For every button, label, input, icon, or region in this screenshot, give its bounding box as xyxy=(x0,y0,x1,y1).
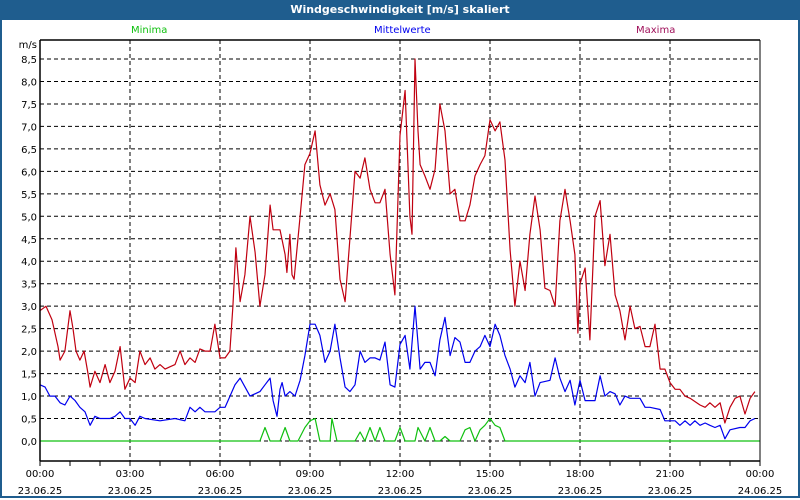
x-tick-time: 09:00 xyxy=(296,469,325,480)
y-tick-label: 8,5 xyxy=(21,55,37,66)
series-line-mittelwerte xyxy=(39,305,756,440)
y-tick-label: 4,0 xyxy=(21,257,37,268)
y-tick-label: 7,0 xyxy=(21,122,37,133)
x-tick-date: 23.06.25 xyxy=(198,486,243,497)
y-tick-label: 3,5 xyxy=(21,280,37,291)
x-tick-date: 24.06.25 xyxy=(738,486,783,497)
y-tick-label: 0,5 xyxy=(21,415,37,426)
y-tick-label: 5,0 xyxy=(21,212,37,223)
x-tick-date: 23.06.25 xyxy=(558,486,603,497)
y-tick-label: 7,5 xyxy=(21,100,37,111)
x-tick-date: 23.06.25 xyxy=(18,486,63,497)
window-title: Windgeschwindigkeit [m/s] skaliert xyxy=(0,0,800,20)
legend-minima: Minima xyxy=(131,25,168,36)
x-tick-time: 18:00 xyxy=(566,469,595,480)
y-tick-label: 4,5 xyxy=(21,235,37,246)
y-tick-label: 3,0 xyxy=(21,302,37,313)
series-line-minima xyxy=(40,417,760,442)
x-tick-time: 00:00 xyxy=(746,469,775,480)
y-tick-label: 8,0 xyxy=(21,77,37,88)
legend-mittelwerte: Mittelwerte xyxy=(374,25,431,36)
x-tick-date: 23.06.25 xyxy=(108,486,153,497)
x-tick-date: 23.06.25 xyxy=(648,486,693,497)
x-tick-time: 00:00 xyxy=(26,469,55,480)
y-tick-label: 5,5 xyxy=(21,190,37,201)
y-tick-label: 0,0 xyxy=(21,437,37,448)
x-tick-time: 06:00 xyxy=(206,469,235,480)
series-line-maxima xyxy=(39,58,756,424)
x-tick-time: 12:00 xyxy=(386,469,415,480)
x-tick-date: 23.06.25 xyxy=(378,486,423,497)
legend-maxima: Maxima xyxy=(636,25,676,36)
x-tick-date: 23.06.25 xyxy=(468,486,513,497)
y-tick-label: 2,0 xyxy=(21,347,37,358)
y-tick-label: 1,0 xyxy=(21,392,37,403)
x-tick-time: 03:00 xyxy=(116,469,145,480)
x-tick-date: 23.06.25 xyxy=(288,486,333,497)
y-tick-label: 6,5 xyxy=(21,145,37,156)
x-tick-time: 15:00 xyxy=(476,469,505,480)
y-tick-label: 6,0 xyxy=(21,167,37,178)
y-tick-label: 2,5 xyxy=(21,325,37,336)
y-axis-unit: m/s xyxy=(19,40,37,51)
x-tick-time: 21:00 xyxy=(656,469,685,480)
y-tick-label: 1,5 xyxy=(21,370,37,381)
